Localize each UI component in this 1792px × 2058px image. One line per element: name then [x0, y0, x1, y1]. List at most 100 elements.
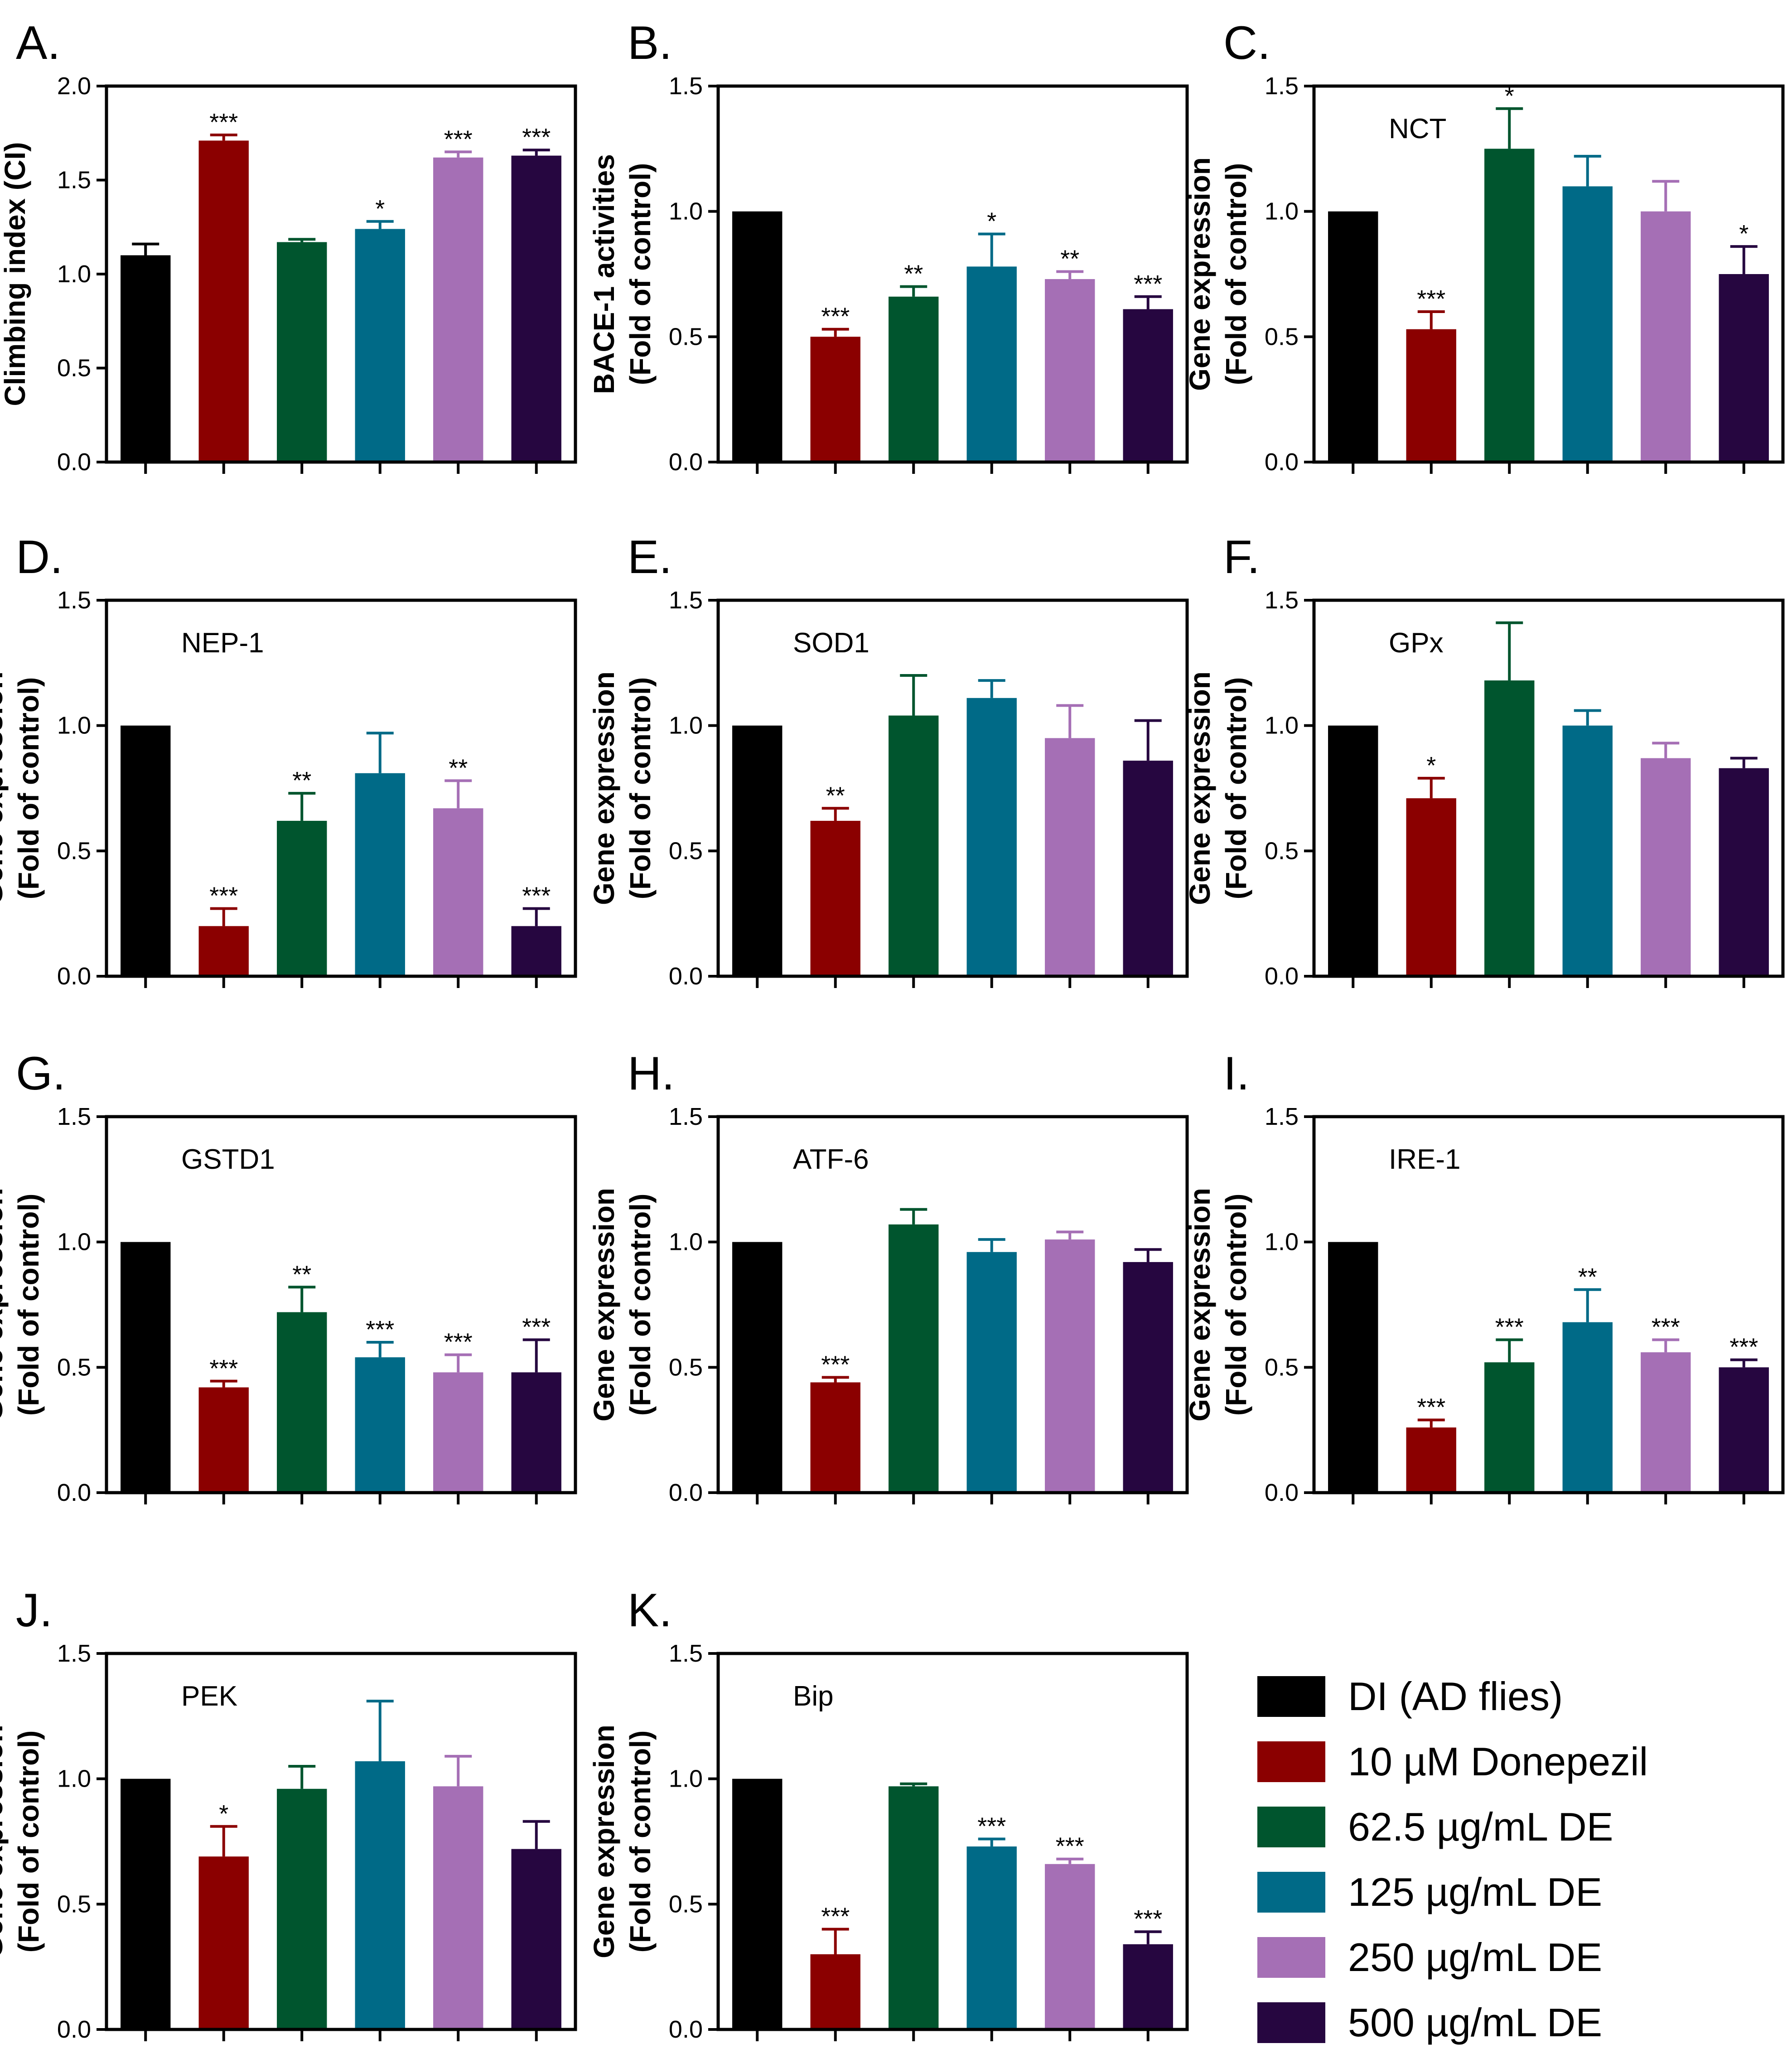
- significance-label: ***: [209, 109, 238, 136]
- bar: [1045, 279, 1095, 462]
- panel-letter: C.: [1223, 17, 1270, 69]
- significance-label: ***: [1729, 1334, 1758, 1361]
- plot-frame: [716, 84, 1189, 464]
- bar: [198, 926, 249, 976]
- legend-swatch: [1257, 1676, 1325, 1717]
- bar: [433, 808, 483, 976]
- y-axis-title: Gene expression: [1183, 671, 1216, 905]
- y-tick-label: 0.5: [1265, 837, 1299, 864]
- y-tick-label: 1.5: [669, 72, 703, 100]
- panel-letter: A.: [16, 17, 60, 69]
- bar: [889, 715, 939, 976]
- significance-label: *: [1505, 82, 1514, 110]
- bar: [198, 140, 249, 463]
- chart-panel-i: I. 0.0 0.5 1.0 1.5 Gene expression (Fold of co…: [1183, 1047, 1785, 1506]
- panel-letter: D.: [16, 531, 63, 583]
- chart-panel-c: C. 0.0 0.5 1.0 1.5 Gene expression (Fold of co…: [1183, 17, 1785, 476]
- bar: [355, 773, 405, 976]
- y-tick-label: 1.5: [57, 1640, 91, 1667]
- significance-label: ***: [977, 1812, 1006, 1840]
- y-tick-label: 0.5: [669, 323, 703, 350]
- bar: [810, 337, 860, 462]
- y-tick-label: 1.5: [669, 587, 703, 614]
- panel-letter: E.: [628, 531, 672, 583]
- bar: [1123, 1944, 1173, 2029]
- significance-label: ***: [821, 1351, 850, 1378]
- y-tick-label: 0.0: [1265, 963, 1299, 990]
- significance-label: ***: [209, 882, 238, 910]
- panel-letter: I.: [1223, 1047, 1250, 1100]
- chart-panel-j: J. 0.0 0.5 1.0 1.5 Gene expression (Fold of co…: [0, 1584, 577, 2043]
- y-tick-label: 0.5: [57, 1354, 91, 1381]
- bar: [433, 1786, 483, 2029]
- significance-label: ***: [1652, 1313, 1680, 1340]
- significance-label: *: [1426, 752, 1436, 779]
- bar: [732, 725, 782, 976]
- bar: [1719, 274, 1769, 462]
- y-tick-label: 0.0: [669, 963, 703, 990]
- y-axis-title: (Fold of control): [624, 1194, 657, 1416]
- bar: [1123, 1262, 1173, 1493]
- chart-panel-k: K. 0.0 0.5 1.0 1.5 Gene expression (Fold of co…: [588, 1584, 1189, 2043]
- y-tick-label: 2.0: [57, 72, 91, 100]
- panel-letter: F.: [1223, 531, 1260, 583]
- gene-label: ATF-6: [793, 1144, 869, 1175]
- significance-label: ***: [209, 1355, 238, 1382]
- y-tick-label: 1.0: [1265, 712, 1299, 739]
- y-tick-label: 1.5: [57, 167, 91, 194]
- bar: [277, 1312, 327, 1493]
- significance-label: ***: [1417, 1394, 1445, 1421]
- bar: [889, 1786, 939, 2029]
- y-tick-label: 1.0: [669, 198, 703, 225]
- y-tick-label: 0.0: [669, 1479, 703, 1506]
- y-axis-title: (Fold of control): [12, 1194, 45, 1416]
- significance-label: ***: [522, 124, 551, 151]
- legend-swatch: [1257, 1741, 1325, 1782]
- bar: [810, 1382, 860, 1493]
- chart-panel-d: D. 0.0 0.5 1.0 1.5 Gene expression (Fold of co…: [0, 531, 577, 990]
- y-tick-label: 0.5: [57, 837, 91, 864]
- bar: [1123, 309, 1173, 462]
- significance-label: ***: [821, 1903, 850, 1930]
- bar: [1328, 211, 1378, 463]
- y-tick-label: 0.0: [57, 2016, 91, 2043]
- panel-letter: B.: [628, 17, 672, 69]
- legend-label: 125 µg/mL DE: [1348, 1870, 1602, 1914]
- bar: [1562, 725, 1613, 976]
- gene-label: IRE-1: [1389, 1144, 1460, 1175]
- significance-label: ***: [1134, 270, 1162, 298]
- bar: [277, 820, 327, 976]
- bar: [1045, 738, 1095, 976]
- y-axis-title: Gene expression: [588, 1725, 620, 1958]
- significance-label: **: [1060, 245, 1079, 272]
- legend-label: 62.5 µg/mL DE: [1348, 1804, 1613, 1849]
- bar: [1328, 725, 1378, 976]
- bar: [511, 1372, 561, 1493]
- significance-label: *: [375, 195, 385, 222]
- bar: [121, 255, 171, 462]
- y-tick-label: 1.5: [1265, 1103, 1299, 1130]
- y-axis-title: (Fold of control): [624, 677, 657, 900]
- legend-label: 500 µg/mL DE: [1348, 2000, 1602, 2045]
- y-tick-label: 0.5: [57, 1890, 91, 1918]
- plot-frame: [105, 598, 577, 978]
- significance-label: ***: [522, 882, 551, 910]
- bar: [433, 1372, 483, 1493]
- panel-letter: J.: [16, 1584, 53, 1637]
- gene-label: PEK: [181, 1681, 237, 1712]
- significance-label: **: [826, 782, 845, 809]
- y-tick-label: 1.5: [669, 1640, 703, 1667]
- y-tick-label: 1.5: [57, 587, 91, 614]
- bar: [732, 1778, 782, 2029]
- y-axis-title: BACE-1 activities: [588, 154, 620, 394]
- bar: [889, 296, 939, 462]
- legend-label: 250 µg/mL DE: [1348, 1935, 1602, 1980]
- plot-frame: [105, 1652, 577, 2031]
- significance-label: **: [449, 754, 468, 781]
- plot-frame: [1312, 598, 1785, 978]
- bar: [511, 926, 561, 976]
- plot-frame: [105, 1115, 577, 1494]
- legend-swatch: [1257, 1872, 1325, 1913]
- y-tick-label: 0.0: [1265, 448, 1299, 476]
